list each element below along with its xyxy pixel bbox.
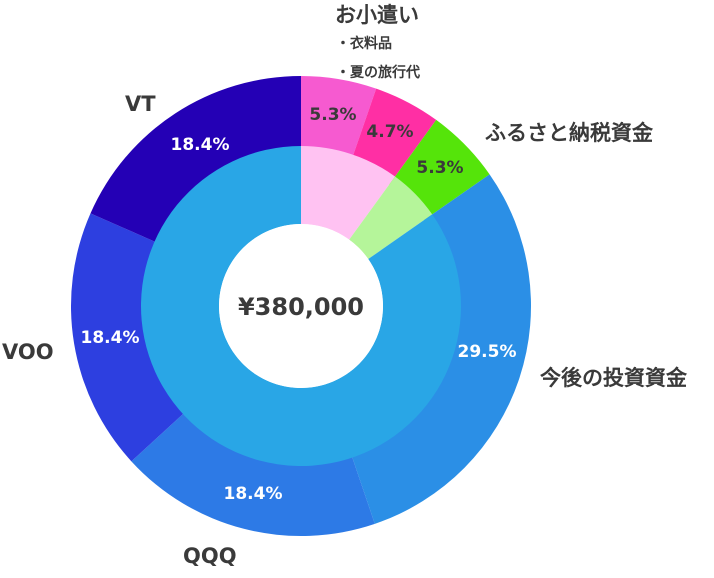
outer-slice-1 xyxy=(350,88,437,185)
outer-slice-0 xyxy=(301,76,377,165)
label-qqq: QQQ xyxy=(183,544,237,568)
pct-furusato: 5.3% xyxy=(416,158,463,178)
label-vt: VT xyxy=(125,92,156,116)
outer-slice-4 xyxy=(131,407,375,536)
label-furusato: ふるさと納税資金 xyxy=(485,121,654,145)
sub-item-summer-trip-text: 夏の旅行代 xyxy=(350,64,420,81)
bullet: ・ xyxy=(336,36,350,52)
pct-future-investment: 29.5% xyxy=(458,342,517,362)
outer-slice-3 xyxy=(349,174,531,524)
bullet: ・ xyxy=(336,65,350,81)
pct-voo: 18.4% xyxy=(81,328,140,348)
outer-slice-5 xyxy=(70,213,191,462)
inner-slice-0 xyxy=(301,146,396,240)
pct-slice-4-7: 4.7% xyxy=(366,122,413,142)
sub-item-clothing-text: 衣料品 xyxy=(350,35,392,52)
inner-ring xyxy=(141,146,462,466)
inner-slice-2 xyxy=(141,146,462,466)
label-voo: VOO xyxy=(2,340,54,364)
inner-slice-1 xyxy=(349,176,433,260)
center-total-label: ¥380,000 xyxy=(238,293,364,321)
donut-hole xyxy=(219,224,383,388)
pct-vt: 18.4% xyxy=(171,135,230,155)
sub-item-clothing: ・衣料品 xyxy=(336,35,392,52)
outer-ring xyxy=(70,76,531,536)
outer-slice-6 xyxy=(90,76,301,246)
pct-okozukai: 5.3% xyxy=(309,105,356,125)
pct-qqq: 18.4% xyxy=(224,484,283,504)
label-future-investment: 今後の投資資金 xyxy=(540,366,688,390)
label-okozukai: お小遣い xyxy=(335,3,419,27)
sub-item-summer-trip: ・夏の旅行代 xyxy=(336,64,420,81)
